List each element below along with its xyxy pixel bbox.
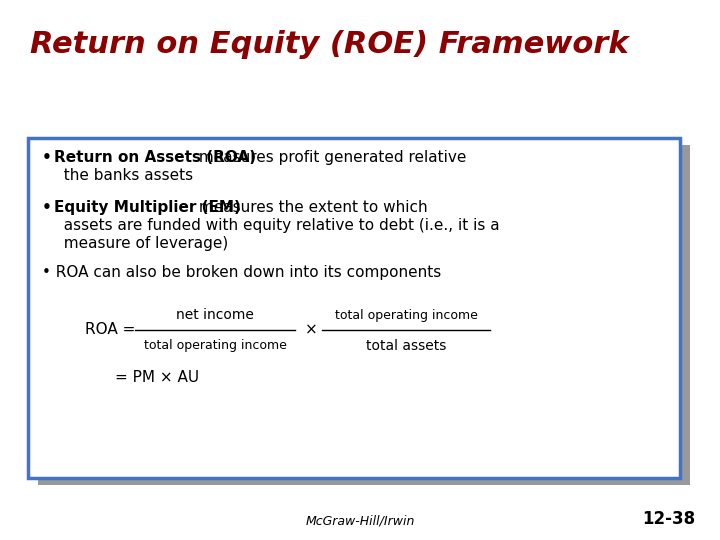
Text: measures the extent to which: measures the extent to which [194,200,428,215]
Text: assets are funded with equity relative to debt (i.e., it is a: assets are funded with equity relative t… [54,218,500,233]
Text: total assets: total assets [366,339,446,353]
Text: ×: × [305,322,318,338]
Text: total operating income: total operating income [143,340,287,353]
Text: • ROA can also be broken down into its components: • ROA can also be broken down into its c… [42,265,441,280]
Text: •: • [42,200,52,215]
Text: = PM × AU: = PM × AU [115,370,199,386]
Text: net income: net income [176,308,254,322]
Text: measure of leverage): measure of leverage) [54,236,228,251]
Text: ROA =: ROA = [85,322,140,338]
Text: •: • [42,150,52,165]
Text: measures profit generated relative: measures profit generated relative [194,150,466,165]
Text: total operating income: total operating income [335,308,477,321]
Text: Return on Assets (ROA): Return on Assets (ROA) [54,150,256,165]
Text: the banks assets: the banks assets [54,168,193,183]
Text: Return on Equity (ROE) Framework: Return on Equity (ROE) Framework [30,30,629,59]
FancyBboxPatch shape [28,138,680,478]
Text: Return on Assets (ROA) measures profit generated relative: Return on Assets (ROA) measures profit g… [54,150,505,165]
Text: 12-38: 12-38 [642,510,695,528]
Text: McGraw-Hill/Irwin: McGraw-Hill/Irwin [305,515,415,528]
FancyBboxPatch shape [38,145,690,485]
Text: Equity Multiplier (EM): Equity Multiplier (EM) [54,200,241,215]
